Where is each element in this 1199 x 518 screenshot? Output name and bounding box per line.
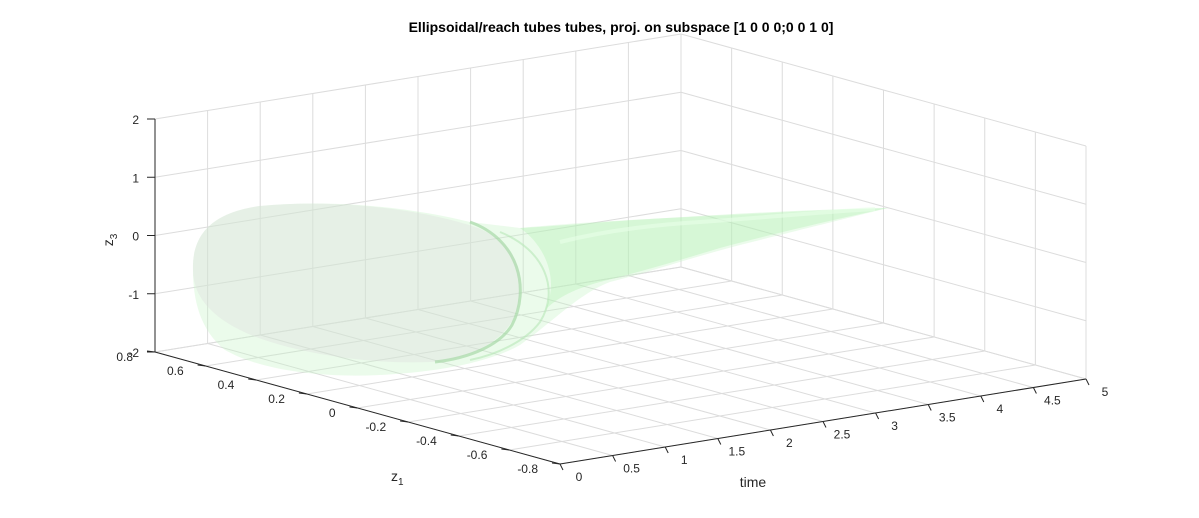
side-grid-z	[680, 266, 1087, 380]
x-axis-label: time	[740, 474, 767, 490]
x-tick-mark	[1032, 387, 1037, 394]
side-grid-z	[680, 208, 1087, 322]
z-axis-label: z3	[100, 233, 120, 246]
tube-neck	[520, 208, 888, 310]
side-grid-z	[680, 91, 1087, 205]
y-tick-label: 0	[329, 406, 336, 420]
y-tick-mark	[349, 406, 358, 409]
x-tick-mark	[559, 463, 564, 471]
y-tick-label: 0.6	[167, 364, 184, 378]
z-axis-label-sub: 3	[109, 233, 120, 239]
y-tick-label: 0.2	[268, 392, 285, 406]
y-tick-label: -0.4	[416, 434, 437, 448]
x-tick-label: 5	[1102, 385, 1109, 399]
x-tick-mark	[664, 446, 669, 454]
svg-text:z3: z3	[100, 233, 120, 246]
z-tick-label: 1	[132, 171, 139, 185]
tube-front-disc	[192, 203, 521, 363]
x-tick-label: 4	[996, 402, 1003, 416]
floor-grid-y	[458, 350, 985, 437]
y-axis-label-sub: 1	[398, 477, 404, 488]
x-tick-mark	[822, 421, 827, 428]
x-tick-label: 3.5	[939, 411, 956, 425]
y-tick-mark	[248, 378, 257, 381]
y-tick-label: -0.6	[467, 448, 488, 462]
tube-inner-ring	[469, 231, 550, 361]
y-tick-mark	[501, 448, 510, 451]
y-axis-label-main: z	[391, 468, 398, 484]
floor-grid-y	[306, 308, 833, 395]
x-tick-mark	[717, 438, 722, 445]
side-grid-z	[680, 33, 1087, 147]
tick-labels: 0 0.5 1 1.5 2 2.5 3 3.5 4 4.5 5 0.8 0.6 0.4 0.2 0 -0.2 -0…	[116, 113, 1108, 484]
floor-grid-y	[357, 322, 884, 409]
x-tick-label: 4.5	[1044, 394, 1061, 408]
floor-grid-y	[205, 280, 732, 367]
tube-outer	[192, 203, 888, 376]
z-tick-label: -2	[128, 346, 139, 360]
y-tick-label: 0.4	[218, 378, 235, 392]
chart-title: Ellipsoidal/reach tubes tubes, proj. on …	[409, 19, 834, 35]
tube-ring-edge	[434, 220, 522, 364]
back-grid-z	[154, 150, 682, 236]
x-tick-mark	[1085, 378, 1090, 386]
x-tick-label: 0.5	[623, 462, 640, 476]
x-tick-label: 1.5	[728, 445, 745, 459]
back-grid-z	[154, 208, 682, 295]
x-tick-label: 3	[891, 419, 898, 433]
x-tick-label: 2	[786, 436, 793, 450]
svg-text:z1: z1	[391, 468, 404, 488]
z-axis-label-main: z	[100, 239, 116, 246]
side-grid-z	[680, 150, 1087, 263]
z-tick-label: 2	[132, 113, 139, 127]
back-grid-z	[154, 33, 682, 120]
y-tick-mark	[197, 364, 206, 367]
x-tick-mark	[612, 455, 617, 462]
x-tick-mark	[769, 429, 774, 437]
y-tick-mark	[298, 392, 307, 395]
y-tick-label: -0.8	[517, 462, 538, 476]
back-grid-z	[154, 266, 682, 353]
tube-neck-highlight	[559, 207, 876, 244]
floor-grid-y	[509, 364, 1036, 451]
y-tick-mark	[450, 434, 459, 437]
z-tick-label: 0	[132, 230, 139, 244]
back-grid-z	[154, 91, 682, 178]
x-tick-label: 1	[681, 453, 688, 467]
x-tick-mark	[927, 404, 932, 411]
y-tick-mark	[551, 462, 561, 465]
grid-lines	[146, 33, 1090, 471]
y-tick-label: -0.2	[365, 420, 386, 434]
floor-grid-y	[408, 336, 935, 423]
x-tick-mark	[980, 395, 985, 403]
x-tick-label: 0	[576, 470, 583, 484]
y-axis-label: z1	[391, 468, 404, 488]
y-tick-label: 0.8	[116, 350, 133, 364]
reach-tube-surface	[192, 203, 888, 376]
floor-grid-y	[256, 294, 783, 381]
x-tick-label: 2.5	[834, 428, 851, 442]
y-tick-mark	[400, 420, 409, 423]
x-tick-mark	[875, 412, 880, 420]
z-tick-label: -1	[128, 288, 139, 302]
